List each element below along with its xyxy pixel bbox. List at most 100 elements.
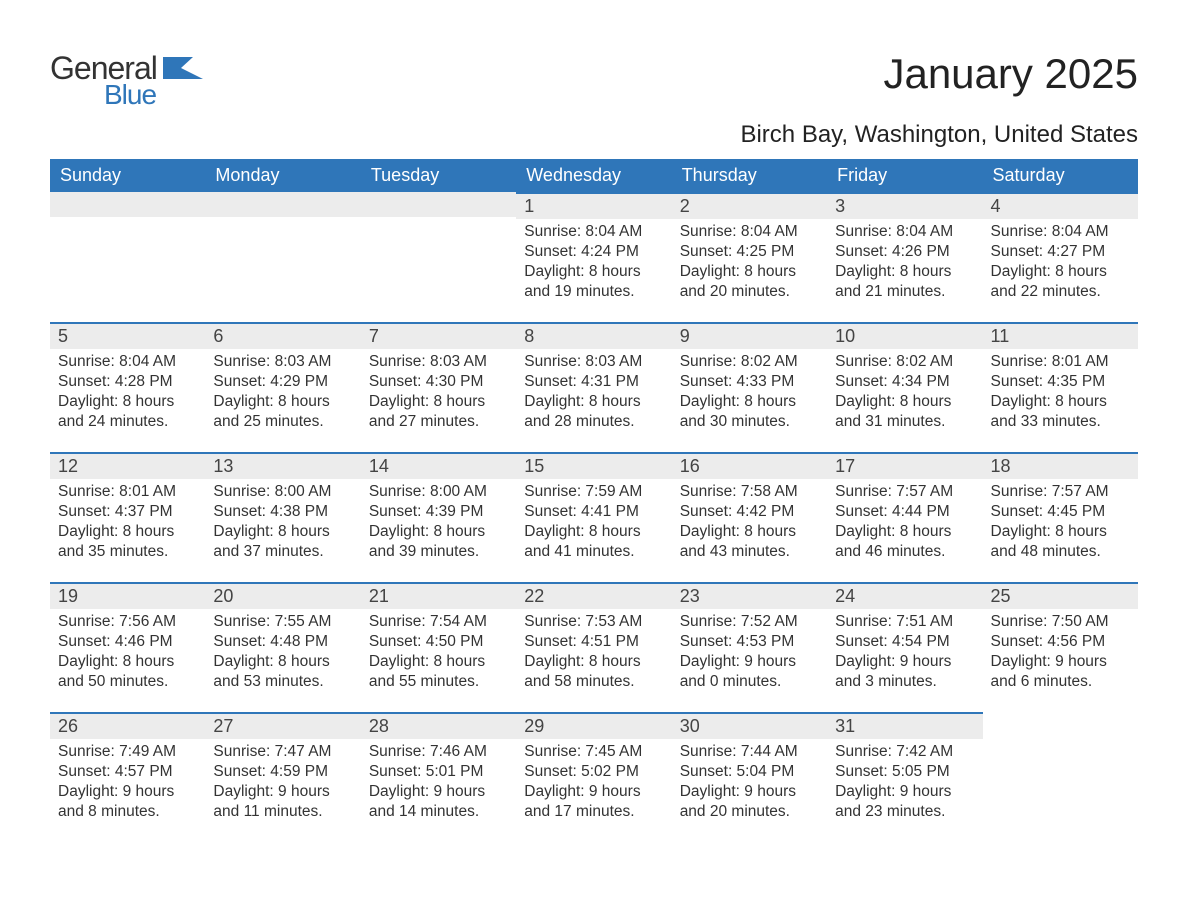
day-number: 22 [516, 584, 671, 609]
event-line: Sunrise: 8:00 AM [369, 482, 508, 502]
event-line: Sunset: 4:24 PM [524, 242, 663, 262]
day-header: Sunday [50, 159, 205, 192]
event-line: Daylight: 9 hours [369, 782, 508, 802]
event-line: Sunset: 4:28 PM [58, 372, 197, 392]
event-line: and 35 minutes. [58, 542, 197, 562]
event-line: Daylight: 8 hours [524, 652, 663, 672]
calendar-day-cell: 1Sunrise: 8:04 AMSunset: 4:24 PMDaylight… [516, 192, 671, 322]
day-events: Sunrise: 7:44 AMSunset: 5:04 PMDaylight:… [672, 739, 827, 823]
day-number-empty [205, 192, 360, 217]
event-line: and 22 minutes. [991, 282, 1130, 302]
day-events: Sunrise: 7:56 AMSunset: 4:46 PMDaylight:… [50, 609, 205, 693]
calendar-day-cell: 26Sunrise: 7:49 AMSunset: 4:57 PMDayligh… [50, 712, 205, 842]
event-line: Daylight: 9 hours [58, 782, 197, 802]
calendar-day-cell: 19Sunrise: 7:56 AMSunset: 4:46 PMDayligh… [50, 582, 205, 712]
event-line: Sunrise: 8:04 AM [524, 222, 663, 242]
calendar-day-cell: 3Sunrise: 8:04 AMSunset: 4:26 PMDaylight… [827, 192, 982, 322]
event-line: Sunrise: 7:57 AM [991, 482, 1130, 502]
event-line: Sunset: 4:33 PM [680, 372, 819, 392]
event-line: Sunrise: 7:54 AM [369, 612, 508, 632]
day-events: Sunrise: 7:50 AMSunset: 4:56 PMDaylight:… [983, 609, 1138, 693]
calendar-day-cell: 8Sunrise: 8:03 AMSunset: 4:31 PMDaylight… [516, 322, 671, 452]
event-line: Daylight: 8 hours [213, 652, 352, 672]
day-number: 12 [50, 454, 205, 479]
day-number-empty [361, 192, 516, 217]
calendar-day-cell [50, 192, 205, 322]
event-line: and 0 minutes. [680, 672, 819, 692]
day-number: 6 [205, 324, 360, 349]
event-line: and 20 minutes. [680, 802, 819, 822]
calendar-day-cell: 25Sunrise: 7:50 AMSunset: 4:56 PMDayligh… [983, 582, 1138, 712]
day-events: Sunrise: 8:01 AMSunset: 4:35 PMDaylight:… [983, 349, 1138, 433]
event-line: Daylight: 8 hours [991, 262, 1130, 282]
event-line: Sunset: 4:41 PM [524, 502, 663, 522]
day-events: Sunrise: 8:04 AMSunset: 4:24 PMDaylight:… [516, 219, 671, 303]
day-events: Sunrise: 7:52 AMSunset: 4:53 PMDaylight:… [672, 609, 827, 693]
day-header: Tuesday [361, 159, 516, 192]
event-line: and 39 minutes. [369, 542, 508, 562]
calendar-day-cell: 21Sunrise: 7:54 AMSunset: 4:50 PMDayligh… [361, 582, 516, 712]
logo: General Blue [50, 50, 203, 111]
event-line: Daylight: 8 hours [213, 392, 352, 412]
day-events: Sunrise: 8:00 AMSunset: 4:39 PMDaylight:… [361, 479, 516, 563]
day-number: 10 [827, 324, 982, 349]
day-number: 13 [205, 454, 360, 479]
event-line: and 17 minutes. [524, 802, 663, 822]
calendar-day-cell: 28Sunrise: 7:46 AMSunset: 5:01 PMDayligh… [361, 712, 516, 842]
day-number: 29 [516, 714, 671, 739]
day-events: Sunrise: 7:57 AMSunset: 4:45 PMDaylight:… [983, 479, 1138, 563]
calendar-day-cell [983, 712, 1138, 842]
day-events: Sunrise: 8:02 AMSunset: 4:33 PMDaylight:… [672, 349, 827, 433]
day-number: 3 [827, 194, 982, 219]
calendar-day-cell: 11Sunrise: 8:01 AMSunset: 4:35 PMDayligh… [983, 322, 1138, 452]
event-line: Sunrise: 7:58 AM [680, 482, 819, 502]
event-line: Daylight: 8 hours [524, 522, 663, 542]
event-line: and 27 minutes. [369, 412, 508, 432]
day-number: 14 [361, 454, 516, 479]
event-line: and 31 minutes. [835, 412, 974, 432]
day-events: Sunrise: 8:02 AMSunset: 4:34 PMDaylight:… [827, 349, 982, 433]
calendar-day-cell: 6Sunrise: 8:03 AMSunset: 4:29 PMDaylight… [205, 322, 360, 452]
event-line: Sunset: 4:29 PM [213, 372, 352, 392]
event-line: Sunrise: 8:02 AM [680, 352, 819, 372]
calendar-grid: Sunday Monday Tuesday Wednesday Thursday… [50, 159, 1138, 842]
day-events: Sunrise: 8:00 AMSunset: 4:38 PMDaylight:… [205, 479, 360, 563]
day-events: Sunrise: 8:03 AMSunset: 4:29 PMDaylight:… [205, 349, 360, 433]
event-line: Sunrise: 8:03 AM [369, 352, 508, 372]
calendar-day-cell: 23Sunrise: 7:52 AMSunset: 4:53 PMDayligh… [672, 582, 827, 712]
calendar-day-cell: 20Sunrise: 7:55 AMSunset: 4:48 PMDayligh… [205, 582, 360, 712]
event-line: Sunset: 4:39 PM [369, 502, 508, 522]
event-line: Sunrise: 7:46 AM [369, 742, 508, 762]
header-bar: General Blue January 2025 [50, 50, 1138, 111]
event-line: Daylight: 8 hours [991, 522, 1130, 542]
event-line: Daylight: 8 hours [369, 652, 508, 672]
day-number: 24 [827, 584, 982, 609]
event-line: Sunrise: 8:01 AM [991, 352, 1130, 372]
calendar-header-row: Sunday Monday Tuesday Wednesday Thursday… [50, 159, 1138, 192]
calendar-day-cell: 9Sunrise: 8:02 AMSunset: 4:33 PMDaylight… [672, 322, 827, 452]
event-line: and 28 minutes. [524, 412, 663, 432]
day-header: Wednesday [516, 159, 671, 192]
event-line: Daylight: 8 hours [58, 392, 197, 412]
event-line: and 20 minutes. [680, 282, 819, 302]
day-events: Sunrise: 7:46 AMSunset: 5:01 PMDaylight:… [361, 739, 516, 823]
day-events: Sunrise: 8:04 AMSunset: 4:25 PMDaylight:… [672, 219, 827, 303]
day-header: Friday [827, 159, 982, 192]
event-line: Daylight: 8 hours [213, 522, 352, 542]
day-events: Sunrise: 8:04 AMSunset: 4:26 PMDaylight:… [827, 219, 982, 303]
day-number: 30 [672, 714, 827, 739]
day-events: Sunrise: 7:45 AMSunset: 5:02 PMDaylight:… [516, 739, 671, 823]
event-line: Sunrise: 8:03 AM [213, 352, 352, 372]
event-line: and 43 minutes. [680, 542, 819, 562]
event-line: Sunset: 4:35 PM [991, 372, 1130, 392]
calendar-day-cell: 18Sunrise: 7:57 AMSunset: 4:45 PMDayligh… [983, 452, 1138, 582]
event-line: Daylight: 8 hours [524, 262, 663, 282]
calendar-day-cell: 30Sunrise: 7:44 AMSunset: 5:04 PMDayligh… [672, 712, 827, 842]
day-number: 21 [361, 584, 516, 609]
event-line: Daylight: 9 hours [835, 782, 974, 802]
day-events: Sunrise: 8:03 AMSunset: 4:30 PMDaylight:… [361, 349, 516, 433]
calendar-week-row: 1Sunrise: 8:04 AMSunset: 4:24 PMDaylight… [50, 192, 1138, 322]
event-line: Daylight: 8 hours [991, 392, 1130, 412]
logo-flag-icon [163, 57, 203, 79]
event-line: and 58 minutes. [524, 672, 663, 692]
